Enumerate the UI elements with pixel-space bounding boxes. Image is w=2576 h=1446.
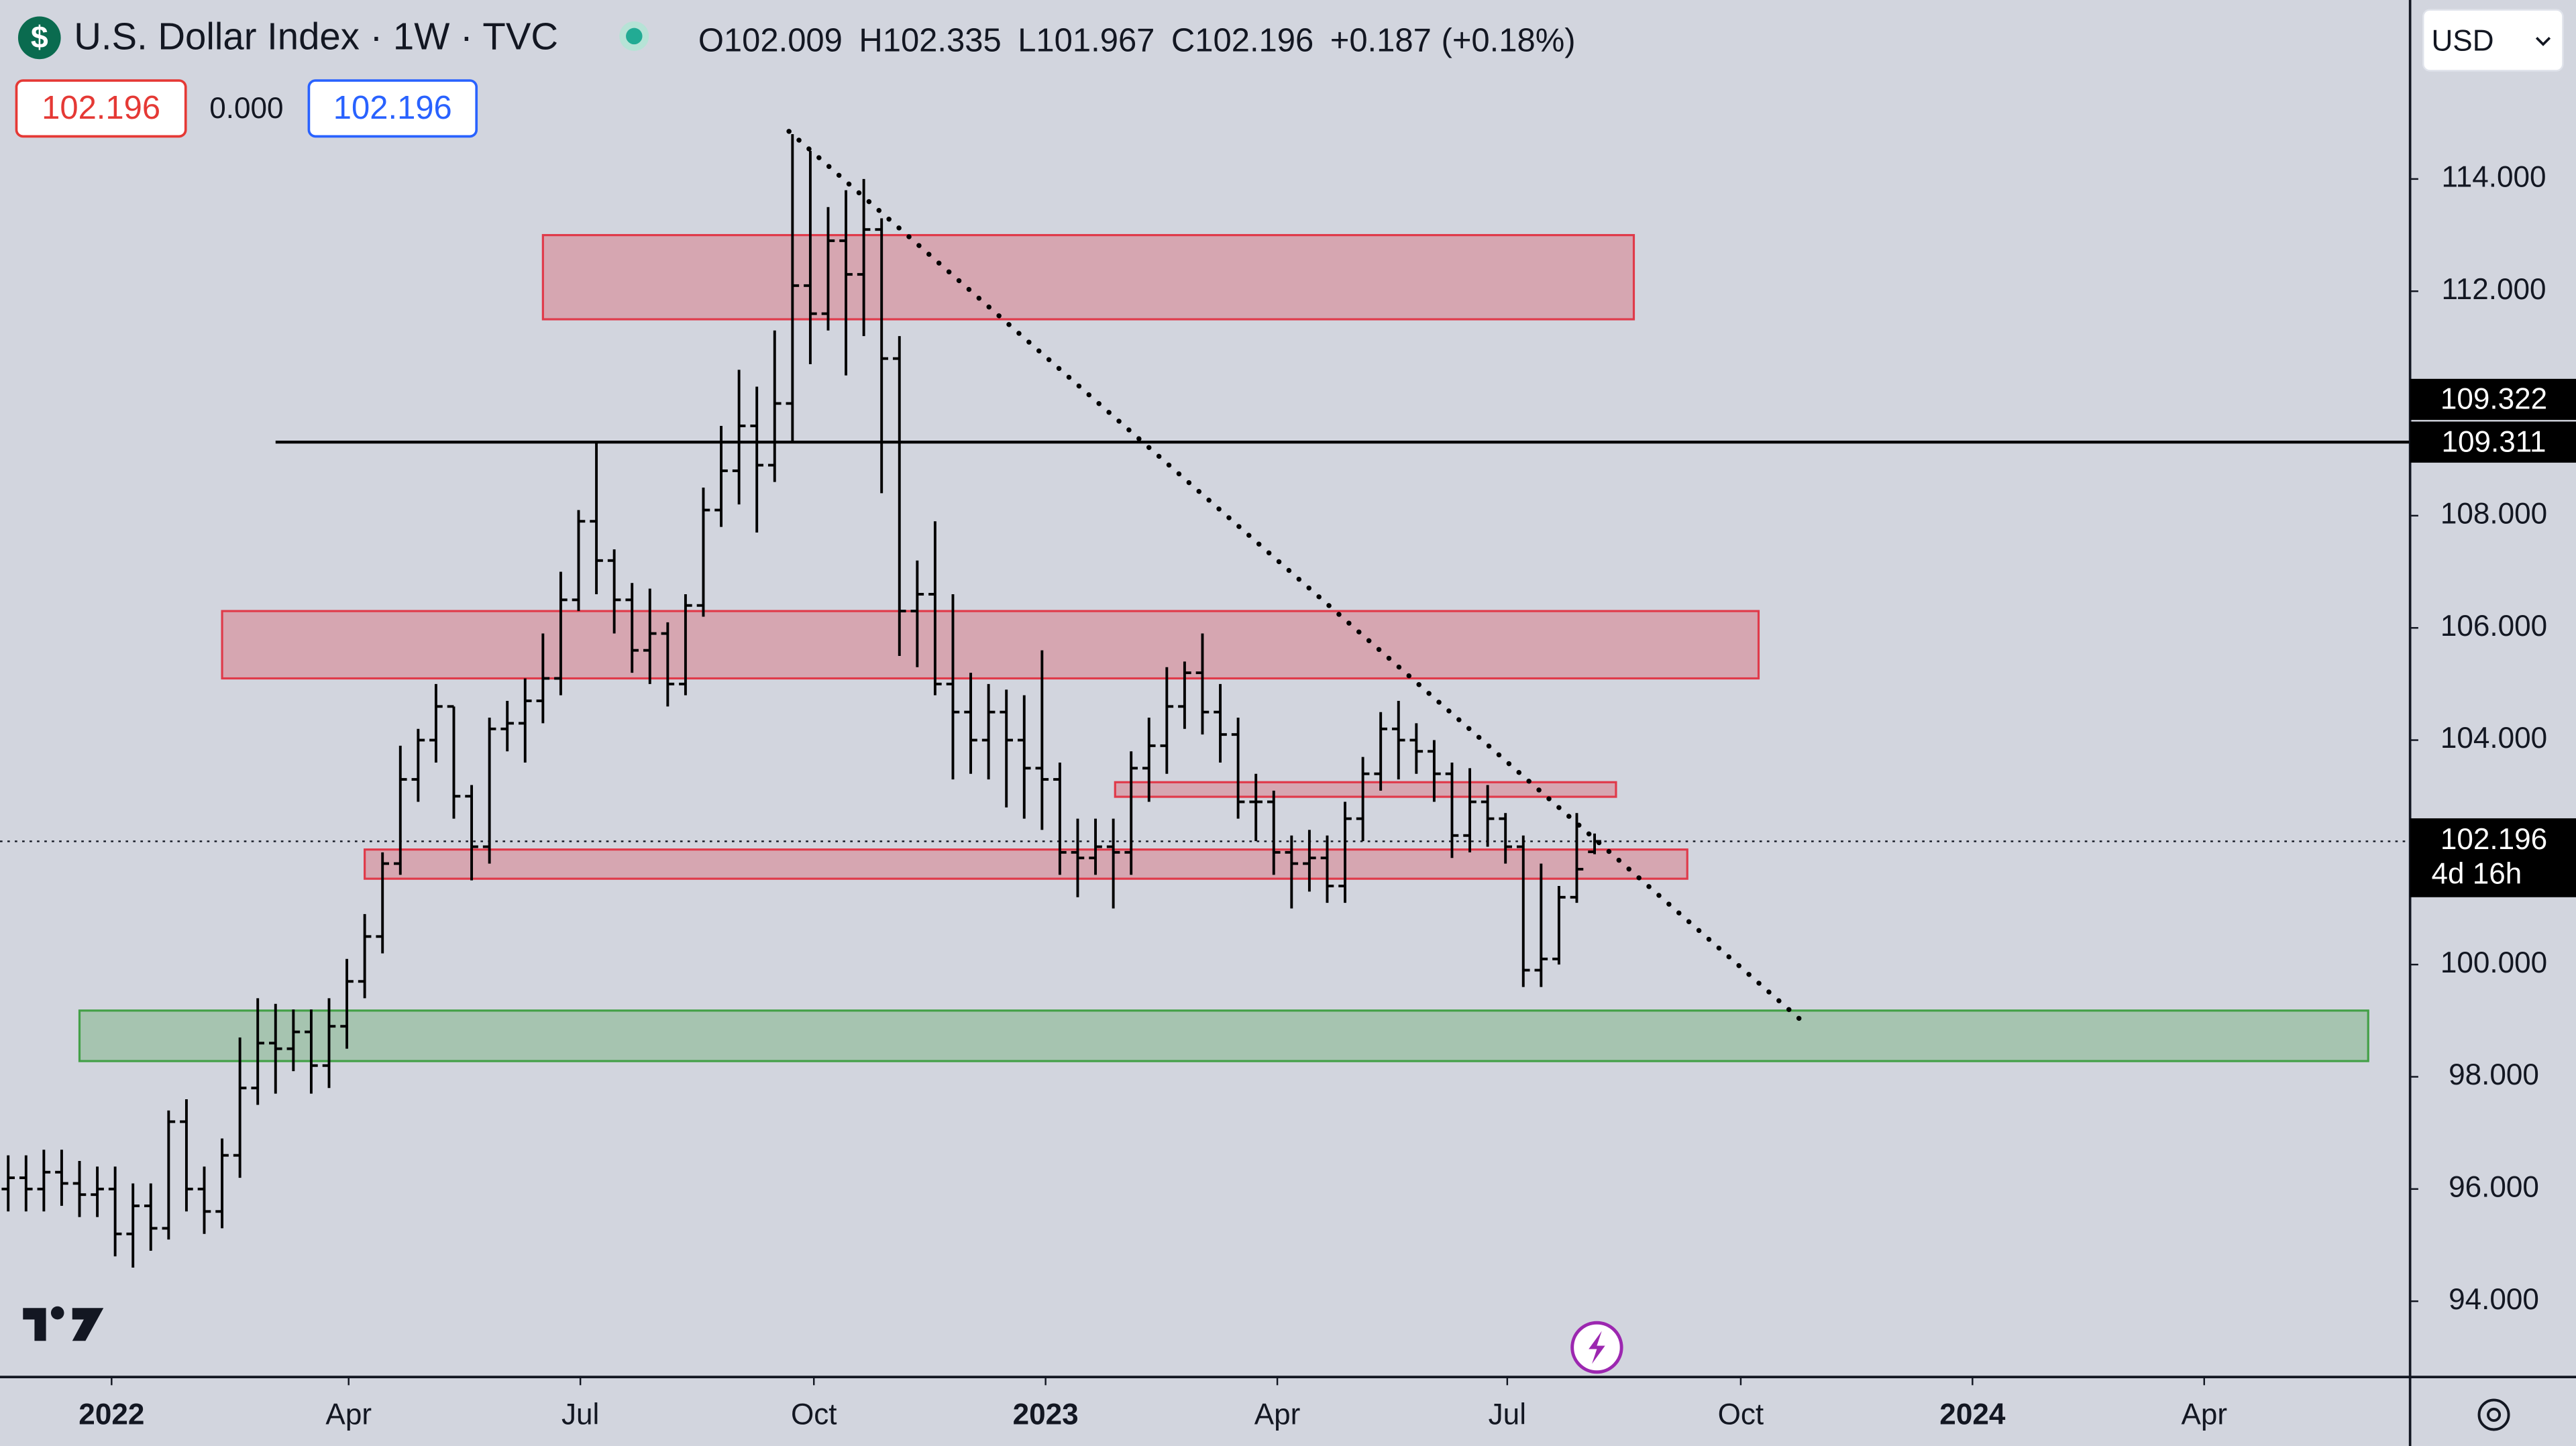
plot-area [0, 129, 2410, 1268]
x-tick-label: 2024 [1939, 1398, 2006, 1431]
ohlc-key: O [698, 23, 724, 59]
currency-label: USD [2431, 24, 2493, 57]
y-tick-label: 106.000 [2440, 610, 2547, 643]
zone [541, 233, 1635, 321]
zone [221, 610, 1760, 680]
x-tick-label: Apr [325, 1398, 372, 1431]
price-badge-label: 109.322 [2440, 383, 2547, 416]
status-dot [626, 27, 643, 45]
x-tick-label: Apr [1254, 1398, 1301, 1431]
x-tick-label: Oct [791, 1398, 837, 1431]
ohlc-legend: O102.009 H102.335 L101.967 C102.196 +0.187 (+… [698, 23, 1576, 59]
dropdown-chevron [2535, 37, 2551, 46]
countdown: 4d 16h [2431, 858, 2522, 891]
ask-price: 102.196 [333, 90, 452, 126]
zone [364, 848, 1688, 880]
zone [1114, 781, 1617, 798]
change-pct: (+0.18%) [1442, 23, 1576, 59]
y-tick-label: 112.000 [2442, 273, 2546, 306]
zone [78, 1009, 2369, 1062]
y-tick-label: 94.000 [2449, 1283, 2539, 1316]
y-tick-label: 104.000 [2440, 722, 2547, 755]
last-price-label: 102.196 [2440, 823, 2547, 856]
ask-box[interactable] [307, 79, 478, 138]
ohlc-key: L [1018, 23, 1036, 59]
chart-title[interactable]: U.S. Dollar Index · 1W · TVC [74, 15, 558, 58]
x-tick-label: Jul [561, 1398, 599, 1431]
settings-button[interactable] [2477, 1398, 2510, 1431]
bid-price: 102.196 [42, 90, 160, 126]
y-tick-label: 114.000 [2442, 161, 2546, 194]
last-price-badge [2410, 818, 2576, 897]
y-tick-label: 98.000 [2449, 1058, 2539, 1091]
x-tick-label: Apr [2181, 1398, 2227, 1431]
price-badge [2410, 421, 2576, 463]
price-badge-label: 109.311 [2442, 425, 2546, 458]
lightning-icon [1589, 1331, 1605, 1364]
x-tick-label: Oct [1718, 1398, 1764, 1431]
ohlc-key: H [859, 23, 882, 59]
currency-select[interactable] [2422, 9, 2564, 72]
ohlc-value: 102.196 [1195, 23, 1313, 59]
spread: 0.000 [209, 92, 283, 125]
x-tick-label: 2023 [1013, 1398, 1079, 1431]
y-tick-label: 96.000 [2449, 1170, 2539, 1203]
symbol-icon: $ [31, 19, 48, 54]
x-tick-label: Jul [1489, 1398, 1526, 1431]
axes: 94.00096.00098.000100.000102.000104.0001… [78, 161, 2576, 1431]
x-tick-label: 2022 [78, 1398, 144, 1431]
symbol-icon-bg [17, 16, 61, 60]
settings-icon [2487, 1407, 2502, 1422]
change: +0.187 [1330, 23, 1432, 59]
price-badge [2410, 378, 2576, 421]
ohlc-value: 101.967 [1036, 23, 1155, 59]
bid-box[interactable] [15, 79, 187, 138]
ohlc-key: C [1171, 23, 1195, 59]
ohlc-value: 102.009 [724, 23, 843, 59]
tradingview-logo [23, 1306, 104, 1341]
y-tick-label: 108.000 [2440, 498, 2547, 531]
ohlc-value: 102.335 [883, 23, 1002, 59]
trendline [786, 129, 1809, 1028]
y-tick-label: 100.000 [2440, 946, 2547, 979]
